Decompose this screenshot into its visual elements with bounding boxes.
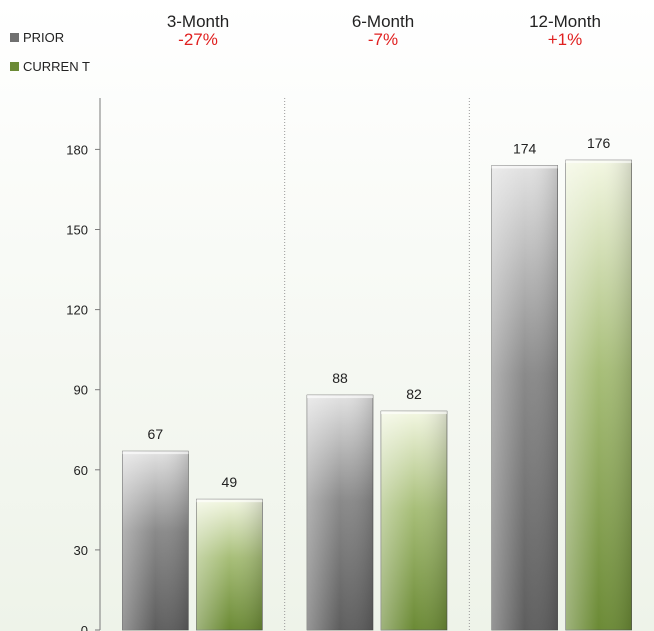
bar-current-6-month [380, 410, 448, 631]
period-name: 3-Month [166, 12, 230, 31]
y-tick-label: 0 [81, 623, 88, 631]
bar-current-12-month [565, 159, 632, 631]
legend-label-prior: PRIOR [23, 30, 65, 45]
legend-item-prior: PRIOR [10, 30, 64, 45]
bar-prior-12-month [491, 165, 558, 631]
period-header-3-month: 3-Month -27% [118, 13, 278, 49]
y-tick-label: 120 [66, 303, 88, 318]
y-tick-label: 60 [74, 463, 88, 478]
period-change: -7% [367, 30, 399, 49]
bar-shine [491, 165, 558, 631]
legend-label-current: CURREN T [23, 59, 90, 74]
bar-top-bevel [196, 499, 263, 503]
y-tick-label: 90 [74, 383, 88, 398]
bar-prior-3-month [122, 450, 189, 631]
bar-value-label: 88 [332, 370, 348, 386]
bar-top-bevel [122, 451, 189, 455]
period-change: +1% [547, 30, 583, 49]
bar-top-bevel [307, 395, 373, 399]
bar-value-label: 176 [587, 135, 611, 151]
period-name: 6-Month [351, 12, 415, 31]
bar-value-label: 49 [222, 474, 238, 490]
bar-value-label: 82 [406, 386, 422, 402]
period-header-6-month: 6-Month -7% [303, 13, 463, 49]
bar-value-label: 67 [148, 426, 164, 442]
y-tick-label: 150 [66, 223, 88, 238]
bar-value-label: 174 [513, 140, 537, 156]
bar-shine [196, 499, 263, 630]
bar-top-bevel [381, 411, 447, 415]
y-tick-label: 180 [66, 142, 88, 157]
bar-top-bevel [491, 165, 558, 169]
period-change: -27% [178, 30, 218, 49]
bar-shine [307, 395, 373, 630]
bar-shine [122, 451, 189, 630]
bar-top-bevel [565, 160, 632, 164]
legend-item-current: CURREN T [10, 59, 90, 74]
bar-current-3-month [196, 498, 263, 631]
bar-shine [381, 411, 447, 630]
y-tick-label: 30 [74, 543, 88, 558]
legend-swatch-prior [10, 33, 19, 42]
period-header-12-month: 12-Month +1% [485, 13, 645, 49]
bar-shine [565, 160, 632, 630]
legend-swatch-current [10, 62, 19, 71]
period-name: 12-Month [529, 12, 601, 31]
bar-prior-6-month [306, 394, 374, 631]
